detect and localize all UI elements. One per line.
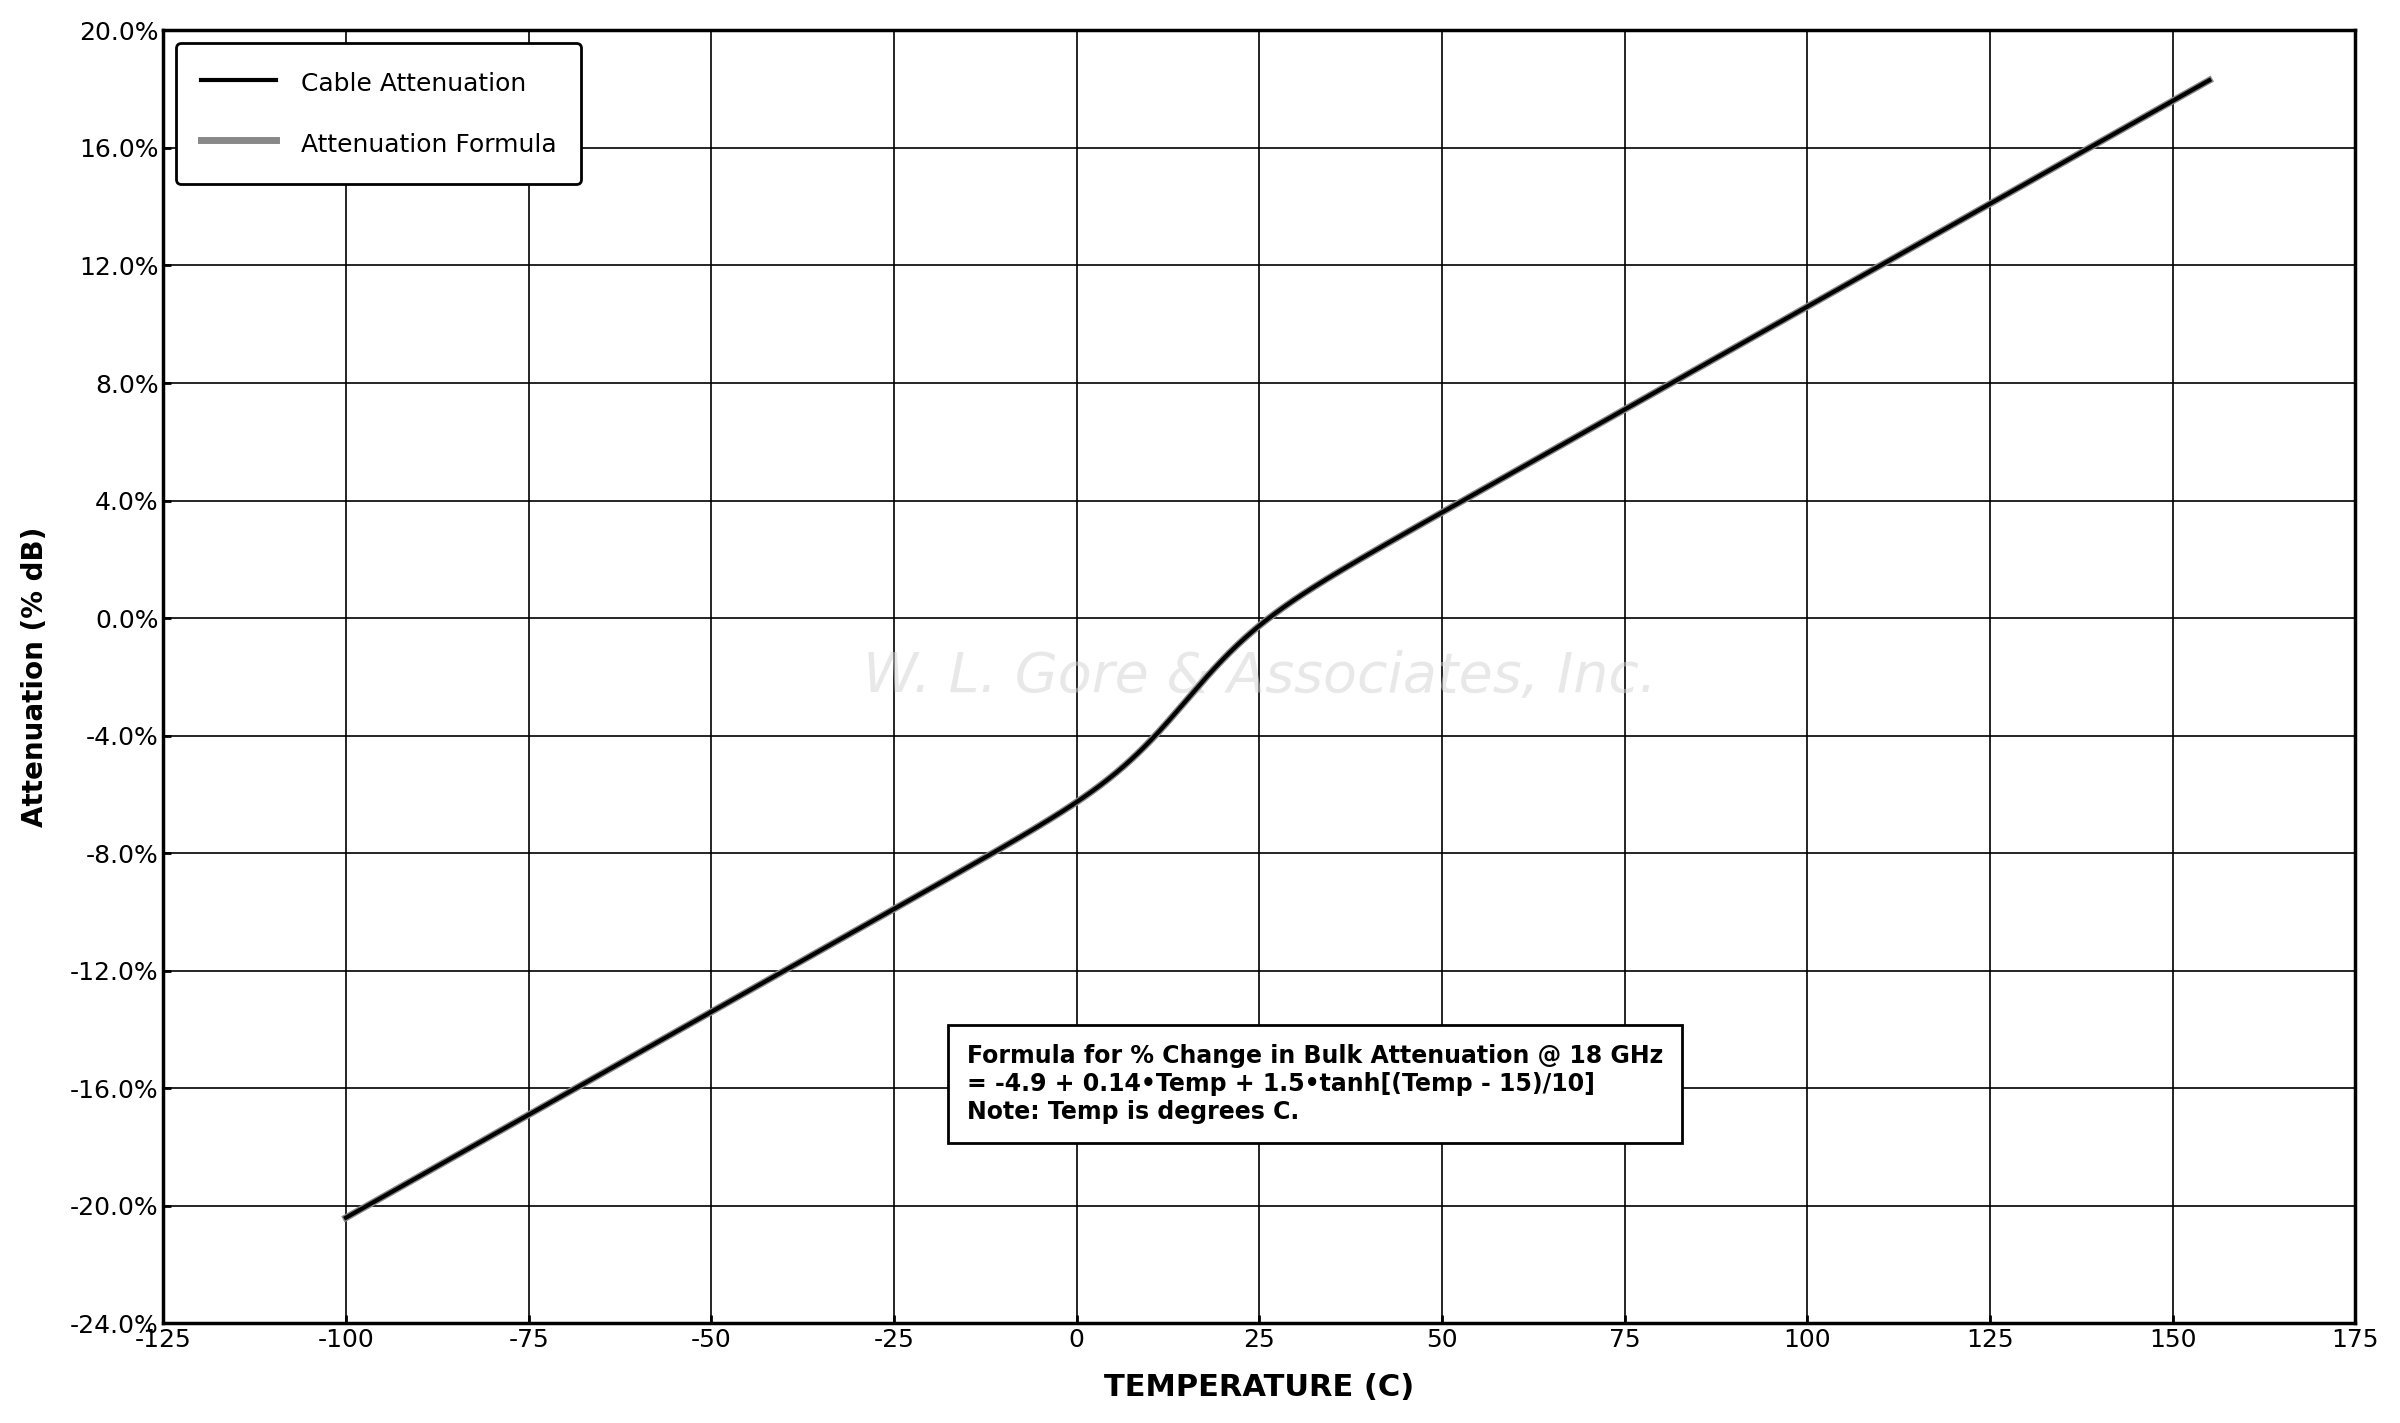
Legend: Cable Attenuation, Attenuation Formula: Cable Attenuation, Attenuation Formula (175, 43, 581, 184)
Text: W. L. Gore & Associates, Inc.: W. L. Gore & Associates, Inc. (862, 650, 1656, 703)
Text: Formula for % Change in Bulk Attenuation @ 18 GHz
= -4.9 + 0.14•Temp + 1.5•tanh[: Formula for % Change in Bulk Attenuation… (967, 1044, 1663, 1124)
X-axis label: TEMPERATURE (C): TEMPERATURE (C) (1104, 1373, 1414, 1402)
Y-axis label: Attenuation (% dB): Attenuation (% dB) (22, 527, 48, 827)
